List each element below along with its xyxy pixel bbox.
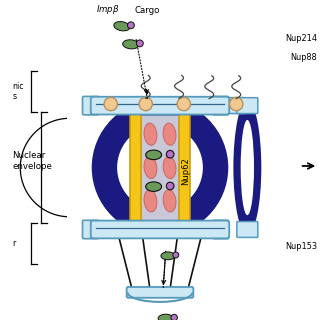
- FancyBboxPatch shape: [91, 97, 229, 115]
- FancyBboxPatch shape: [127, 287, 193, 298]
- Ellipse shape: [229, 97, 243, 111]
- Bar: [131, 113, 141, 222]
- Ellipse shape: [163, 156, 176, 179]
- Ellipse shape: [136, 40, 143, 47]
- Text: Nup62: Nup62: [181, 157, 190, 185]
- Ellipse shape: [146, 150, 162, 160]
- Ellipse shape: [127, 22, 134, 29]
- Text: Cargo: Cargo: [135, 6, 160, 15]
- Ellipse shape: [158, 314, 173, 320]
- Ellipse shape: [163, 190, 176, 212]
- FancyBboxPatch shape: [83, 220, 98, 239]
- Ellipse shape: [241, 120, 254, 215]
- Text: Nuclear
envelope: Nuclear envelope: [12, 151, 52, 171]
- Text: Imp$\beta$: Imp$\beta$: [96, 3, 119, 16]
- FancyBboxPatch shape: [213, 220, 228, 239]
- Ellipse shape: [233, 101, 261, 234]
- Ellipse shape: [114, 21, 130, 31]
- Ellipse shape: [144, 190, 157, 212]
- Ellipse shape: [123, 40, 139, 49]
- Text: r: r: [12, 239, 16, 248]
- Ellipse shape: [166, 182, 174, 190]
- FancyBboxPatch shape: [237, 221, 258, 237]
- Ellipse shape: [144, 156, 157, 179]
- Ellipse shape: [171, 314, 177, 320]
- Ellipse shape: [166, 150, 174, 158]
- Ellipse shape: [92, 99, 228, 236]
- Ellipse shape: [104, 97, 117, 111]
- FancyBboxPatch shape: [91, 220, 229, 238]
- FancyBboxPatch shape: [237, 98, 258, 114]
- Text: Nup153: Nup153: [285, 242, 317, 251]
- Text: Nup88: Nup88: [291, 52, 317, 61]
- Text: Nup214: Nup214: [285, 35, 317, 44]
- Ellipse shape: [173, 252, 179, 258]
- Ellipse shape: [161, 252, 175, 260]
- Text: nic
s: nic s: [12, 82, 24, 101]
- FancyBboxPatch shape: [83, 96, 98, 115]
- Bar: [135, 115, 185, 220]
- Ellipse shape: [144, 123, 157, 145]
- Ellipse shape: [177, 97, 190, 111]
- Ellipse shape: [139, 97, 152, 111]
- FancyBboxPatch shape: [228, 98, 246, 114]
- Bar: [179, 113, 189, 222]
- Ellipse shape: [163, 123, 176, 145]
- Ellipse shape: [117, 125, 203, 211]
- FancyBboxPatch shape: [213, 96, 228, 115]
- Ellipse shape: [146, 182, 162, 191]
